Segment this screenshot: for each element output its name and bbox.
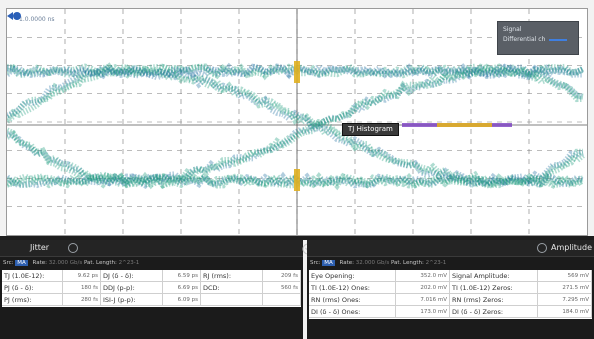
pattern-length-value: 2^23-1 (425, 260, 447, 266)
jitter-panel-header: Jitter (0, 240, 303, 257)
amplitude-histogram-top (294, 61, 300, 83)
jitter-panel: Jitter Src: MA Rate: 32.000 Gb/s Pat. Le… (0, 240, 303, 339)
jitter-info-bar: Src: MA Rate: 32.000 Gb/s Pat. Length: 2… (0, 257, 303, 269)
eye-trace (7, 64, 585, 189)
metric-label: TI (1.0E-12) Zeros: (450, 282, 538, 294)
metric-value: 7.295 mV (538, 294, 592, 306)
metric-label: TJ (1.0E-12): (2, 270, 63, 282)
trigger-level-marker-icon[interactable] (7, 9, 21, 23)
metric-label: RN (rms) Zeros: (450, 294, 538, 306)
jitter-menu-icon[interactable] (68, 243, 78, 253)
legend-series-label: Differential ch (503, 36, 546, 43)
metric-value: 6.09 ps (163, 294, 201, 306)
metric-value: 280 fs (63, 294, 101, 306)
metric-value (263, 294, 301, 306)
metric-value: 560 fs (263, 282, 301, 294)
legend[interactable]: Signal Differential ch (497, 21, 579, 55)
jitter-results-table: TJ (1.0E-12): 9.62 ps DJ (δ - δ): 6.59 ps RJ… (2, 270, 301, 307)
legend-swatch (549, 38, 568, 41)
metric-value: 352.0 mV (396, 270, 450, 282)
legend-title: Signal (503, 26, 522, 33)
timebase-readout: 1.0.0000 ns (19, 16, 55, 23)
amplitude-results-table: Eye Opening: 352.0 mV Signal Amplitude: 569… (309, 270, 592, 319)
metric-label: RN (rms) Ones: (309, 294, 396, 306)
amplitude-menu-icon[interactable] (537, 243, 547, 253)
metric-label: DDJ (p-p): (101, 282, 163, 294)
metric-value: 173.0 mV (396, 306, 450, 318)
metric-value: 7.016 mV (396, 294, 450, 306)
metric-label: DI (δ - δ) Zeros: (450, 306, 538, 318)
src-label: Src: (310, 260, 321, 266)
metric-label: TI (1.0E-12) Ones: (309, 282, 396, 294)
eye-trace (7, 67, 584, 189)
metric-value: 271.5 mV (538, 282, 592, 294)
amplitude-panel-header: Amplitude (307, 240, 594, 257)
pattern-length-label: Pat. Length: (83, 260, 117, 266)
rate-label: Rate: (32, 260, 47, 266)
metric-label: ISI-J (p-p): (101, 294, 163, 306)
amplitude-panel: Amplitude Src: MA Rate: 32.000 Gb/s Pat.… (307, 240, 594, 339)
jitter-panel-title: Jitter (30, 243, 50, 252)
metric-label: DI (δ - δ) Ones: (309, 306, 396, 318)
eye-trace (7, 64, 584, 190)
eye-diagram-display[interactable]: 1.0.0000 ns Signal Differential ch TJ Hi… (6, 8, 588, 236)
metric-value: 6.59 ps (163, 270, 201, 282)
pattern-length-value: 2^23-1 (118, 260, 140, 266)
metric-value: 209 fs (263, 270, 301, 282)
metric-value: 6.69 ps (163, 282, 201, 294)
eye-trace (7, 171, 584, 190)
metric-value: 180 fs (63, 282, 101, 294)
amplitude-histogram-bottom (294, 169, 300, 191)
metric-label: RJ (rms): (201, 270, 263, 282)
eye-diagram-canvas (7, 9, 587, 235)
metric-label: PJ (δ - δ): (2, 282, 63, 294)
eye-trace (7, 63, 584, 188)
rate-value: 32.000 Gb/s (48, 260, 83, 266)
panel-divider[interactable] (0, 236, 594, 240)
metric-value: 184.0 mV (538, 306, 592, 318)
eye-trace (7, 64, 584, 187)
pattern-length-label: Pat. Length: (390, 260, 424, 266)
metric-label: PJ (rms): (2, 294, 63, 306)
metric-value: 569 mV (538, 270, 592, 282)
eye-trace (7, 63, 584, 185)
tj-histogram-peak (437, 123, 492, 127)
eye-trace (7, 62, 583, 81)
src-label: Src: (3, 260, 14, 266)
src-value[interactable]: MA (15, 260, 28, 266)
tj-histogram-label[interactable]: TJ Histogram (342, 123, 399, 136)
rate-value: 32.000 Gb/s (355, 260, 390, 266)
rate-label: Rate: (339, 260, 354, 266)
metric-value: 9.62 ps (63, 270, 101, 282)
metric-label: DCD: (201, 282, 263, 294)
metric-label: DJ (δ - δ): (101, 270, 163, 282)
amplitude-info-bar: Src: MA Rate: 32.000 Gb/s Pat. Length: 2… (307, 257, 594, 269)
src-value[interactable]: MA (322, 260, 335, 266)
metric-label: Eye Opening: (309, 270, 396, 282)
metric-label: Signal Amplitude: (450, 270, 538, 282)
metric-label (201, 294, 263, 306)
amplitude-panel-title: Amplitude (551, 243, 592, 252)
metric-value: 202.0 mV (396, 282, 450, 294)
